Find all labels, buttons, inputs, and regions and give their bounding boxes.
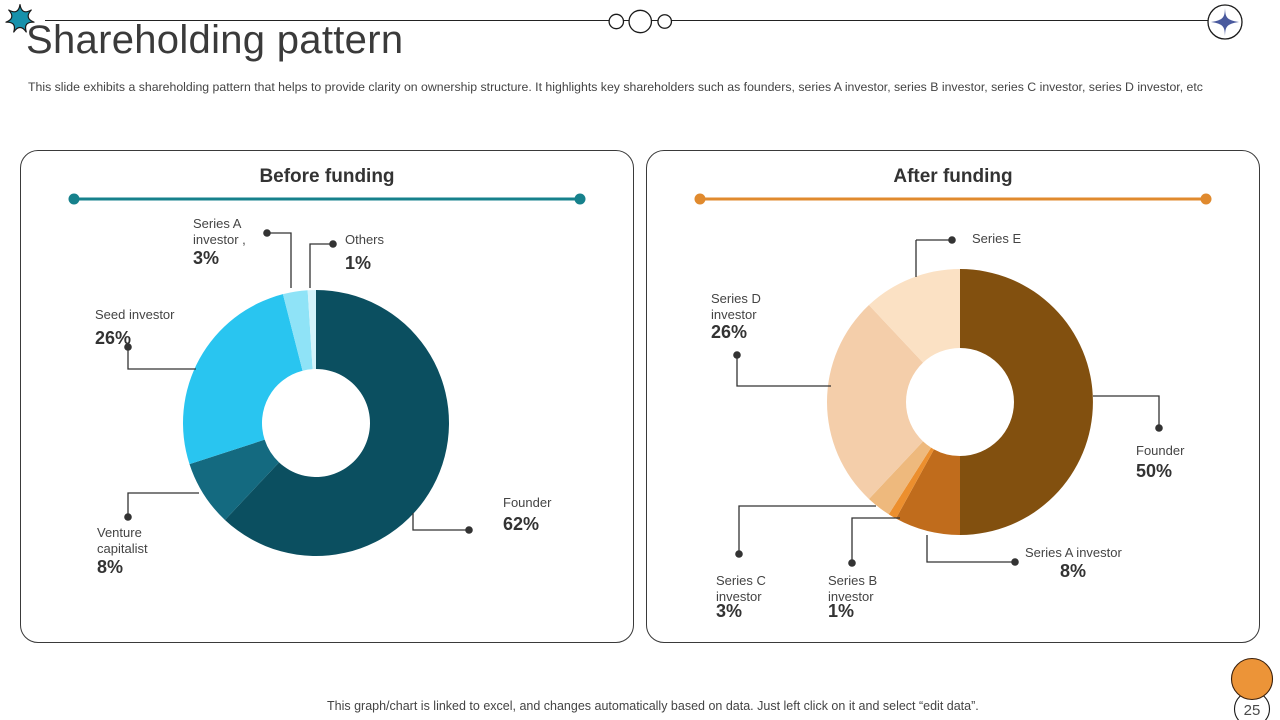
svg-text:25: 25 [1244,702,1261,719]
